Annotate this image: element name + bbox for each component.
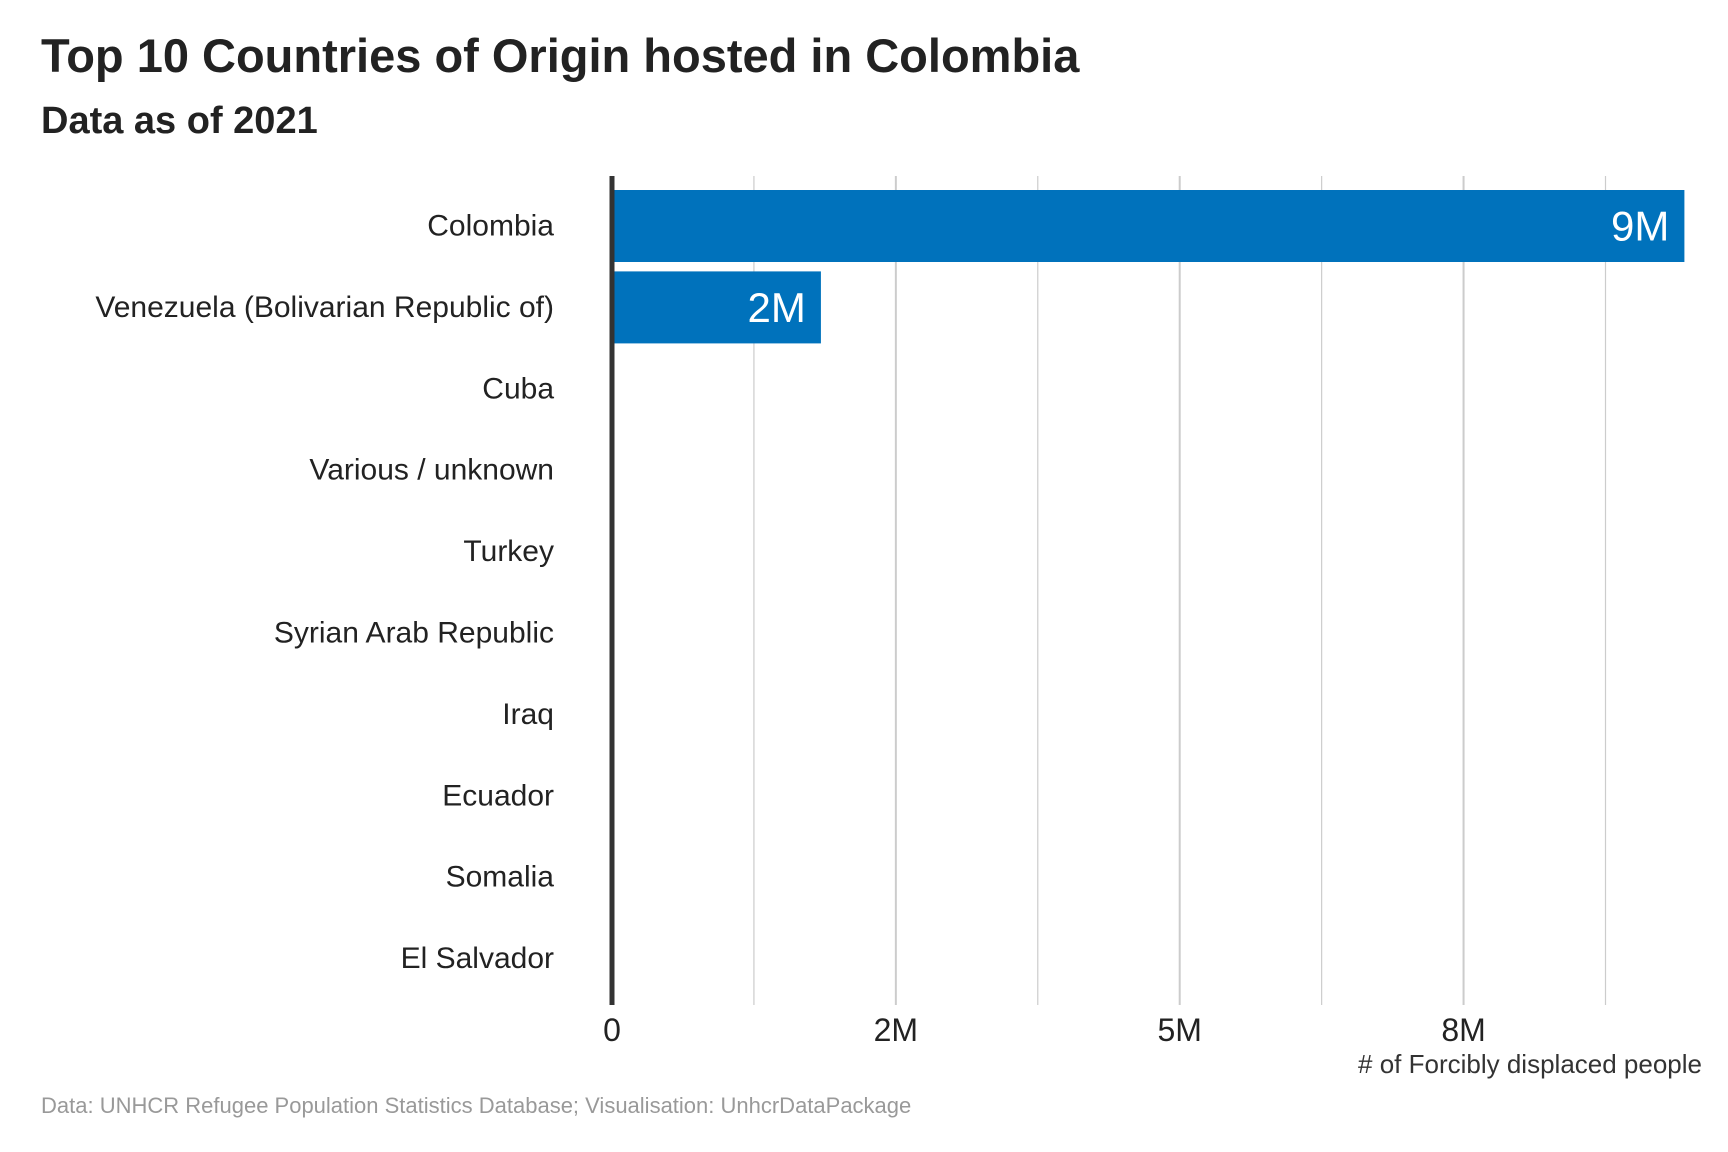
bars: 9M 2M — [612, 190, 1685, 995]
source-caption: Data: UNHCR Refugee Population Statistic… — [41, 1093, 912, 1118]
x-axis-title: # of Forcibly displaced people — [1358, 1049, 1702, 1079]
x-axis-ticks: 0 2M 5M 8M — [603, 1012, 1486, 1048]
chart-subtitle: Data as of 2021 — [41, 100, 318, 142]
x-tick-label: 2M — [874, 1012, 918, 1048]
category-label: Syrian Arab Republic — [274, 617, 554, 650]
bar — [612, 271, 821, 344]
x-tick-label: 8M — [1441, 1012, 1485, 1048]
bar-value-label: 2M — [748, 284, 806, 331]
category-label: Somalia — [446, 861, 555, 894]
category-label: Colombia — [427, 210, 554, 243]
category-labels: Colombia Venezuela (Bolivarian Republic o… — [95, 210, 554, 976]
category-label: Iraq — [502, 698, 554, 731]
bar-value-label: 9M — [1611, 203, 1669, 250]
category-label: Venezuela (Bolivarian Republic of) — [95, 291, 554, 324]
category-label: El Salvador — [401, 942, 554, 975]
category-label: Various / unknown — [309, 454, 554, 487]
category-label: Turkey — [463, 535, 554, 568]
category-label: Ecuador — [442, 779, 554, 812]
x-tick-label: 0 — [603, 1012, 621, 1048]
category-label: Cuba — [482, 372, 554, 405]
chart-title: Top 10 Countries of Origin hosted in Col… — [41, 29, 1080, 82]
gridlines — [753, 176, 1607, 1005]
x-tick-label: 5M — [1157, 1012, 1201, 1048]
bar — [612, 190, 1685, 262]
